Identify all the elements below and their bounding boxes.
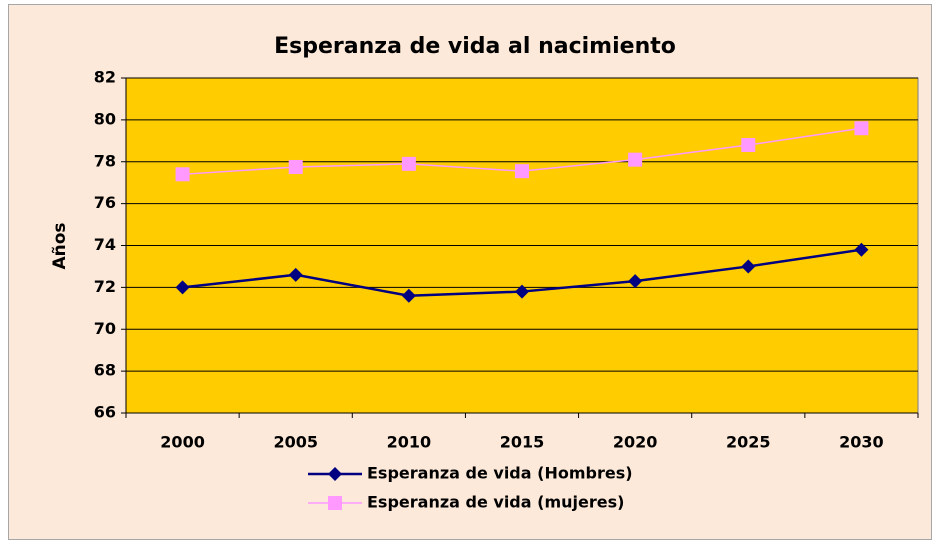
data-point: [515, 284, 529, 299]
y-tick-label: 70: [94, 319, 116, 338]
chart-title: Esperanza de vida al nacimiento: [274, 34, 676, 59]
data-point: [741, 259, 756, 274]
data-point: [401, 288, 416, 303]
y-tick-label: 74: [94, 235, 116, 254]
data-point: [401, 156, 416, 171]
data-point: [741, 138, 756, 152]
legend-label: Esperanza de vida (mujeres): [367, 493, 624, 512]
y-tick-label: 68: [94, 361, 116, 380]
x-tick-label: 2000: [160, 433, 205, 452]
y-tick-label: 72: [94, 277, 116, 296]
data-point: [854, 242, 869, 257]
data-point: [515, 164, 529, 179]
y-tick-label: 82: [94, 68, 116, 87]
y-axis-label: Años: [50, 222, 70, 269]
legend-label: Esperanza de vida (Hombres): [367, 464, 633, 483]
data-point: [175, 167, 190, 182]
legend-marker: [328, 496, 342, 510]
x-tick-label: 2010: [387, 433, 432, 452]
legend-marker: [328, 467, 342, 481]
y-tick-label: 78: [94, 151, 116, 170]
x-tick-label: 2005: [273, 433, 318, 452]
x-tick-label: 2020: [613, 433, 658, 452]
data-point: [175, 280, 190, 295]
x-tick-label: 2015: [500, 433, 545, 452]
data-point: [628, 152, 643, 167]
y-tick-label: 80: [94, 109, 116, 128]
x-tick-label: 2030: [839, 433, 884, 452]
data-point: [288, 267, 303, 282]
x-tick-label: 2025: [726, 433, 771, 452]
data-point: [288, 159, 303, 174]
data-point: [628, 274, 643, 289]
y-tick-label: 66: [94, 403, 116, 422]
y-tick-label: 76: [94, 193, 116, 212]
data-point: [854, 121, 869, 136]
